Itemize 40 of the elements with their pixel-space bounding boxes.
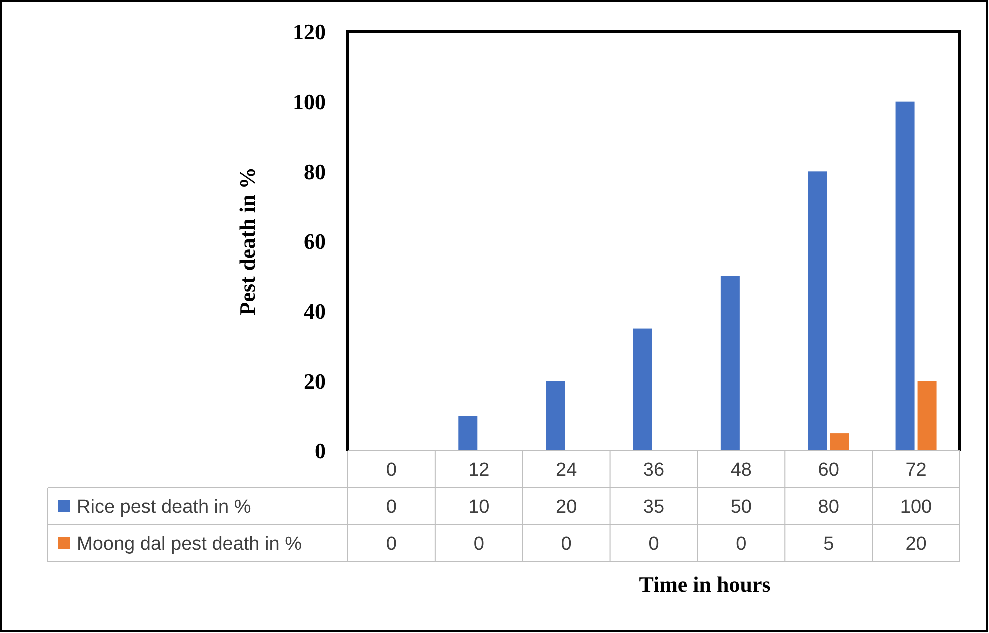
y-tick-label: 60 <box>304 229 326 254</box>
data-label: 80 <box>818 497 840 518</box>
data-label: 0 <box>736 534 747 556</box>
x-tick-label: 12 <box>468 460 490 482</box>
x-axis-title: Time in hours <box>639 572 772 597</box>
legend-label: Rice pest death in % <box>77 497 252 518</box>
x-tick-label: 24 <box>556 460 578 482</box>
bar <box>918 381 937 451</box>
data-label: 20 <box>556 497 578 518</box>
x-tick-label: 48 <box>730 460 752 482</box>
y-tick-label: 40 <box>304 299 326 324</box>
data-label: 0 <box>648 534 660 556</box>
y-tick-label: 0 <box>315 438 326 464</box>
bar <box>830 434 850 451</box>
y-tick-label: 20 <box>304 368 326 394</box>
x-tick-label: 36 <box>643 460 665 482</box>
data-label: 100 <box>900 497 932 518</box>
x-tick-label: 72 <box>906 460 927 482</box>
data-label: 10 <box>468 497 490 518</box>
y-axis-title: Pest death in % <box>235 167 260 316</box>
y-tick-label: 120 <box>293 20 326 45</box>
y-tick-label: 80 <box>304 159 326 184</box>
bar <box>546 381 566 451</box>
bar <box>896 102 915 451</box>
bar <box>634 328 652 451</box>
data-label: 0 <box>386 534 398 556</box>
bar <box>458 416 478 451</box>
data-label: 20 <box>906 534 927 556</box>
data-label: 50 <box>730 497 752 518</box>
data-label: 0 <box>386 497 398 518</box>
data-label: 0 <box>474 534 484 556</box>
bar <box>720 276 740 451</box>
data-label: 5 <box>824 534 834 556</box>
x-tick-label: 0 <box>386 460 398 482</box>
data-label: 35 <box>643 497 665 518</box>
legend-label: Moong dal pest death in % <box>77 534 302 556</box>
y-tick-label: 100 <box>293 90 326 115</box>
x-tick-label: 60 <box>818 460 840 482</box>
bar <box>808 172 828 451</box>
data-label: 0 <box>561 534 572 556</box>
